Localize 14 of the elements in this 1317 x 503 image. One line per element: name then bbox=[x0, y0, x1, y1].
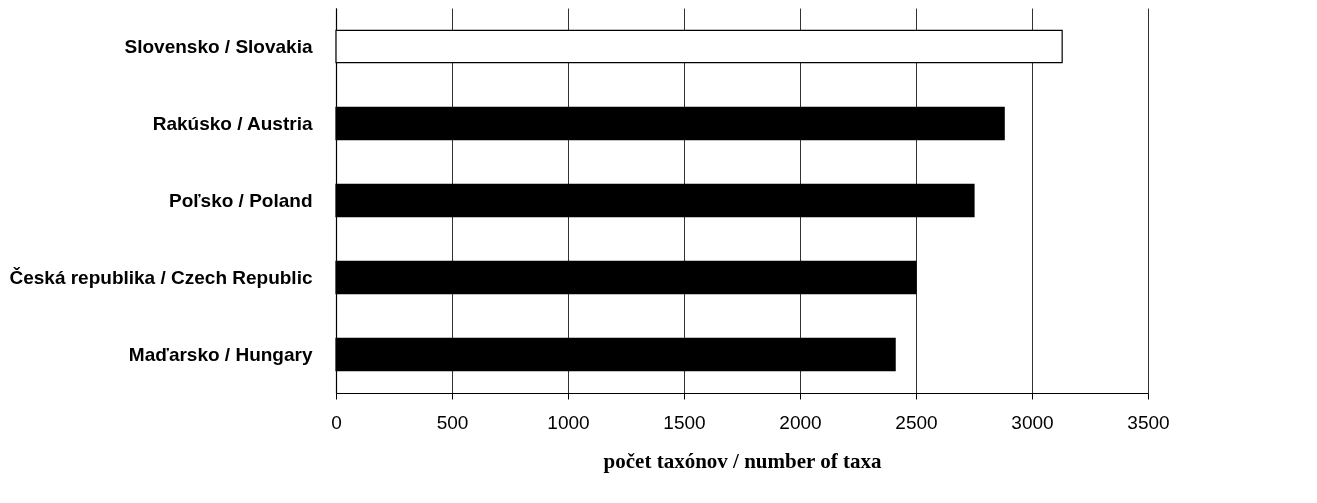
x-tick-label: 0 bbox=[331, 411, 342, 433]
x-tick-label: 1000 bbox=[547, 411, 590, 433]
x-tick-label: 3000 bbox=[1011, 411, 1054, 433]
x-axis-title: počet taxónov / number of taxa bbox=[603, 448, 882, 473]
x-tick-label: 500 bbox=[436, 411, 469, 433]
y-tick-label: Česká republika / Czech Republic bbox=[9, 266, 313, 288]
x-tick-label: 2000 bbox=[779, 411, 822, 433]
x-tick-label: 3500 bbox=[1127, 411, 1170, 433]
y-tick-label: Poľsko / Poland bbox=[168, 189, 313, 211]
x-tick-label: 2500 bbox=[895, 411, 938, 433]
y-tick-label: Maďarsko / Hungary bbox=[128, 343, 313, 365]
x-tick-label: 1500 bbox=[663, 411, 706, 433]
y-tick-label: Rakúsko / Austria bbox=[152, 112, 313, 134]
y-tick-label: Slovensko / Slovakia bbox=[124, 35, 313, 57]
